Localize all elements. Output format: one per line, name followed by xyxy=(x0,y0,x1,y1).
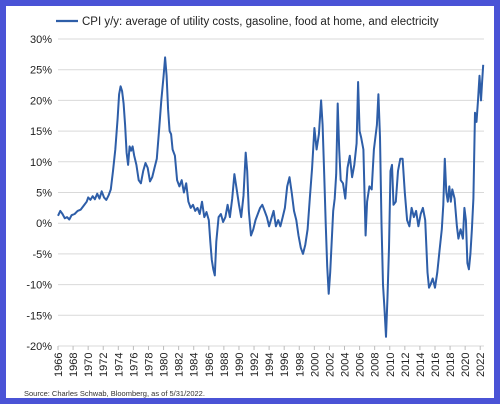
y-tick-label: 0% xyxy=(36,218,52,230)
x-tick-label: 2022 xyxy=(475,353,487,377)
x-tick-label: 1974 xyxy=(113,353,125,377)
y-tick-label: -20% xyxy=(26,341,52,353)
y-tick-label: -5% xyxy=(32,249,52,261)
y-tick-label: 15% xyxy=(30,126,52,138)
x-tick-label: 1968 xyxy=(68,353,80,377)
x-tick-label: 1984 xyxy=(189,353,201,377)
x-tick-label: 1970 xyxy=(83,353,95,377)
x-tick-label: 1996 xyxy=(279,353,291,377)
x-tick-label: 2002 xyxy=(324,353,336,377)
x-tick-label: 1994 xyxy=(264,353,276,377)
chart-frame: 30% 25% 20% 15% 10% 5% 0% -5% -10% -15% -20% 1966 1… xyxy=(6,6,494,398)
line-chart: 30%25%20%15%10%5%0%-5%-10%-15%-20% 1966 1… xyxy=(26,16,487,377)
x-tick-label: 1992 xyxy=(249,353,261,377)
y-tick-label: -10% xyxy=(26,280,52,292)
x-tick-label: 1988 xyxy=(219,353,231,377)
x-tick-label: 1990 xyxy=(234,353,246,377)
cpi-series-line xyxy=(57,56,485,338)
x-tick-label: 1982 xyxy=(174,353,186,377)
x-tick-label: 1972 xyxy=(98,353,110,377)
legend-label: CPI y/y: average of utility costs, gasol… xyxy=(82,16,439,28)
y-tick-label: -15% xyxy=(26,310,52,322)
x-tick-label: 2004 xyxy=(340,353,352,377)
x-tick-label: 2016 xyxy=(430,353,442,377)
x-tick-label: 1966 xyxy=(53,353,65,377)
x-tick-label: 2020 xyxy=(460,353,472,377)
gridlines xyxy=(58,38,484,347)
y-axis-tick-labels: 30% 25% 20% 15% 10% 5% 0% -5% -10% -15% -20% xyxy=(26,34,52,353)
x-tick-label: 2010 xyxy=(385,353,397,377)
x-tick-label: 2014 xyxy=(415,353,427,377)
y-tick-label: 20% xyxy=(30,95,52,107)
x-axis-tick-labels: 1966 1968 1970 1972 1974 1976 1978 1980 1982 1984… xyxy=(53,346,487,377)
x-tick-label: 1978 xyxy=(143,353,155,377)
x-tick-label: 1998 xyxy=(294,353,306,377)
x-tick-label: 1980 xyxy=(159,353,171,377)
x-tick-label: 1976 xyxy=(128,353,140,377)
source-note: Source: Charles Schwab, Bloomberg, as of… xyxy=(24,389,205,398)
x-tick-label: 2012 xyxy=(400,353,412,377)
x-tick-label: 2008 xyxy=(370,353,382,377)
x-tick-label: 2000 xyxy=(309,353,321,377)
y-tick-label: 30% xyxy=(30,34,52,46)
x-tick-label: 2006 xyxy=(355,353,367,377)
y-tick-label: 25% xyxy=(30,65,52,77)
y-tick-label: 5% xyxy=(36,188,52,200)
y-tick-label: 10% xyxy=(30,157,52,169)
x-tick-label: 2018 xyxy=(445,353,457,377)
x-tick-label: 1986 xyxy=(204,353,216,377)
